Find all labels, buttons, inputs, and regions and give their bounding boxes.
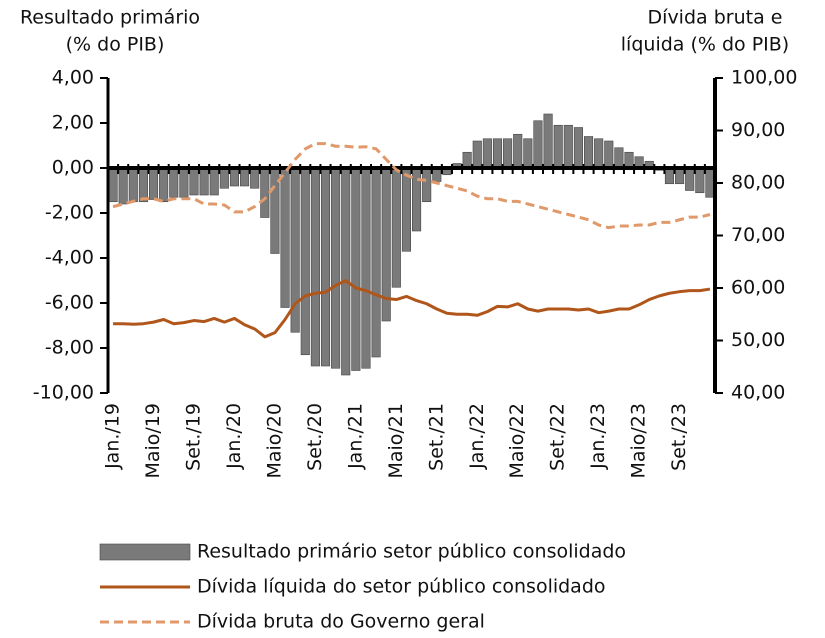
bar bbox=[563, 124, 573, 169]
bar bbox=[189, 167, 199, 196]
bar bbox=[553, 124, 563, 169]
x-tick-label: Set./22 bbox=[547, 403, 569, 471]
bar bbox=[604, 140, 614, 169]
bar bbox=[108, 167, 118, 203]
bar bbox=[320, 167, 331, 367]
y-axis-title: Resultado primário bbox=[20, 7, 200, 29]
y-tick-label: 0,00 bbox=[52, 157, 94, 179]
y-tick-label: -2,00 bbox=[45, 202, 94, 224]
bar bbox=[209, 167, 219, 196]
y2-tick-label: 90,00 bbox=[731, 119, 785, 141]
y-tick-label: -6,00 bbox=[45, 292, 94, 314]
bar bbox=[412, 167, 422, 232]
bar bbox=[543, 113, 553, 169]
legend-label: Dívida bruta do Governo geral bbox=[197, 611, 485, 633]
y2-tick-label: 70,00 bbox=[731, 224, 785, 246]
bar bbox=[229, 167, 240, 187]
y-tick-label: -4,00 bbox=[45, 247, 94, 269]
bar bbox=[310, 167, 320, 367]
bar bbox=[472, 140, 482, 169]
x-tick-label: Set./23 bbox=[668, 403, 690, 471]
bar bbox=[280, 167, 290, 308]
bar bbox=[199, 167, 209, 196]
legend-swatch bbox=[99, 543, 191, 561]
y2-axis-title: líquida (% do PIB) bbox=[621, 34, 789, 56]
y-tick-label: 4,00 bbox=[52, 67, 94, 89]
bar bbox=[422, 167, 432, 203]
legend-label: Resultado primário setor público consoli… bbox=[197, 541, 626, 563]
bar bbox=[300, 167, 310, 356]
x-tick-label: Set./20 bbox=[304, 403, 326, 471]
x-tick-label: Maio/23 bbox=[628, 403, 650, 479]
x-tick-label: Jan./21 bbox=[344, 403, 366, 470]
bar bbox=[219, 167, 229, 189]
bar bbox=[159, 167, 169, 203]
bar bbox=[341, 167, 351, 376]
x-tick-label: Set./21 bbox=[425, 403, 447, 471]
bar bbox=[148, 167, 159, 200]
bar bbox=[138, 167, 148, 203]
bar bbox=[482, 138, 492, 169]
bar bbox=[169, 167, 179, 198]
bar bbox=[118, 167, 128, 205]
x-tick-label: Maio/20 bbox=[263, 403, 285, 479]
x-tick-label: Jan./20 bbox=[223, 403, 245, 470]
x-tick-label: Maio/22 bbox=[506, 403, 528, 479]
bar bbox=[675, 167, 685, 185]
bar bbox=[624, 151, 634, 169]
y2-tick-label: 100,00 bbox=[731, 67, 797, 89]
bar bbox=[533, 120, 543, 169]
bar bbox=[361, 167, 371, 369]
bar bbox=[240, 167, 250, 187]
bar bbox=[685, 167, 695, 191]
y2-axis-title: Dívida bruta e bbox=[648, 7, 783, 29]
bar bbox=[614, 147, 624, 169]
y-tick-label: -10,00 bbox=[33, 382, 94, 404]
x-tick-label: Maio/21 bbox=[385, 403, 407, 479]
y2-tick-label: 50,00 bbox=[731, 329, 785, 351]
y-tick-label: 2,00 bbox=[52, 112, 94, 134]
bar bbox=[573, 127, 583, 169]
bar bbox=[401, 167, 411, 252]
bar bbox=[503, 138, 513, 169]
bar bbox=[462, 151, 472, 169]
dashed-line bbox=[112, 142, 711, 230]
bar bbox=[523, 138, 533, 169]
bar bbox=[391, 167, 401, 288]
y2-tick-label: 40,00 bbox=[731, 382, 785, 404]
bar bbox=[351, 167, 361, 371]
bar bbox=[492, 138, 503, 169]
y-axis-title: (% do PIB) bbox=[66, 34, 165, 56]
bar bbox=[331, 167, 341, 369]
x-tick-label: Jan./23 bbox=[587, 403, 609, 470]
x-tick-label: Maio/19 bbox=[142, 403, 164, 479]
bar bbox=[664, 167, 675, 185]
y-tick-label: -8,00 bbox=[45, 337, 94, 359]
bar bbox=[179, 167, 189, 198]
bar bbox=[371, 167, 381, 358]
bar bbox=[432, 167, 442, 182]
y2-tick-label: 80,00 bbox=[731, 172, 785, 194]
bar bbox=[250, 167, 260, 189]
bar bbox=[705, 167, 715, 198]
legend-label: Dívida líquida do setor público consolid… bbox=[197, 576, 606, 598]
bar bbox=[513, 133, 523, 169]
x-tick-label: Jan./19 bbox=[102, 403, 124, 470]
x-tick-label: Jan./22 bbox=[466, 403, 488, 470]
x-tick-label: Set./19 bbox=[182, 403, 204, 471]
bar bbox=[128, 167, 138, 203]
y2-tick-label: 60,00 bbox=[731, 277, 785, 299]
bar bbox=[695, 167, 705, 194]
bar bbox=[594, 138, 604, 169]
line bbox=[113, 279, 711, 339]
bar bbox=[260, 167, 270, 218]
bar bbox=[583, 136, 594, 169]
